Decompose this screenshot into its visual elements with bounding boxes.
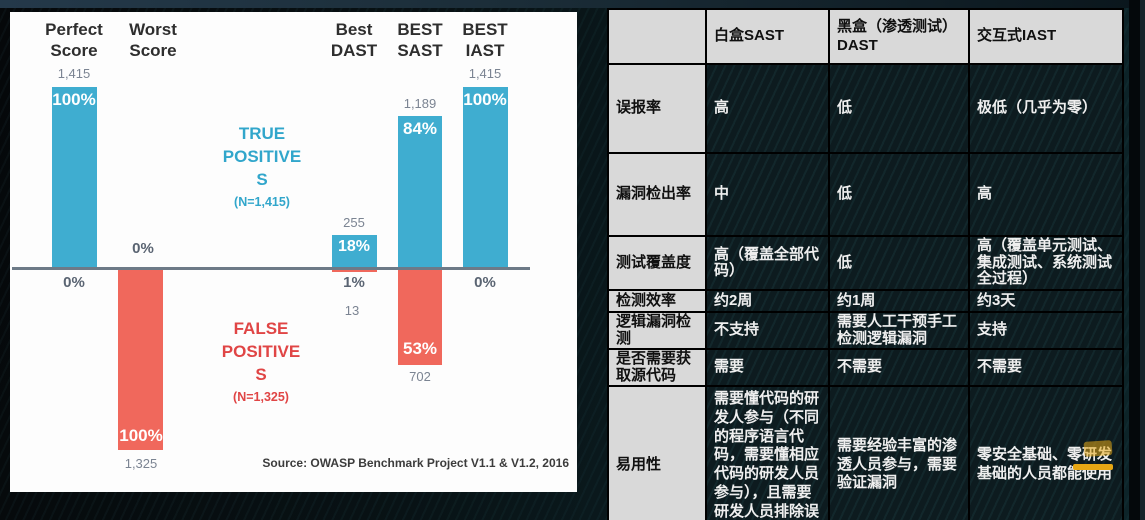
bar-false-positives-best-dast	[332, 270, 377, 272]
fp-count-worst-score: 1,325	[124, 456, 158, 471]
comparison-table: 白盒SAST 黑盒（渗透测试）DAST 交互式IAST 误报率 高 低 极低（几…	[607, 8, 1124, 520]
yellow-underline-mark	[1073, 464, 1113, 470]
cell-detection-efficiency-dast: 约1周	[828, 289, 970, 313]
bar-false-positives-worst-score	[118, 270, 163, 450]
cell-fp-rate-iast: 极低（几乎为零）	[968, 63, 1124, 154]
cell-source-code-sast: 需要	[705, 348, 830, 387]
count-label-best-sast: 1,189	[403, 96, 437, 111]
true-positives-n-label: (N=1,415)	[234, 194, 290, 209]
fp-pct-best-dast: 1%	[343, 274, 365, 291]
fp-pct-best-iast: 0%	[474, 274, 496, 291]
table-header-row: 白盒SAST 黑盒（渗透测试）DAST 交互式IAST	[607, 8, 1124, 65]
fp-count-best-dast: 13	[344, 303, 360, 318]
cell-test-coverage-iast: 高（覆盖单元测试、集成测试、系统测试全过程）	[968, 235, 1124, 291]
right-edge-light-strip	[1140, 0, 1145, 520]
bar-true-positives-best-dast	[332, 235, 377, 267]
row-label-test-coverage: 测试覆盖度	[607, 235, 707, 291]
fp-pct-perfect-score: 0%	[63, 274, 85, 291]
row-label-ease-of-use: 易用性	[607, 385, 707, 520]
right-edge-dark-strip	[1129, 0, 1140, 520]
cell-logic-vuln-sast: 不支持	[705, 311, 830, 350]
top-accent-band	[0, 0, 1145, 8]
bar-false-positives-best-sast	[398, 270, 442, 365]
cell-source-code-iast: 不需要	[968, 348, 1124, 387]
cell-detection-rate-iast: 高	[968, 152, 1124, 237]
tp-pct-perfect-score: 100%	[52, 90, 96, 109]
row-label-logic-vuln-detection: 逻辑漏洞检测	[607, 311, 707, 350]
fp-count-best-sast: 702	[409, 369, 431, 384]
table-row-source-code-required: 是否需要获取源代码 需要 不需要 不需要	[607, 348, 1124, 387]
bar-true-positives-perfect-score	[52, 87, 97, 267]
chart-column-header-perfect-score: Perfect Score	[45, 20, 103, 60]
row-label-source-code-required: 是否需要获取源代码	[607, 348, 707, 387]
cell-ease-of-use-sast: 需要懂代码的研发人参与（不同的程序语言代码，需要懂相应代码的研发人员参与），且需…	[705, 385, 830, 520]
bar-true-positives-best-iast	[463, 87, 508, 267]
count-label-perfect-score: 1,415	[57, 66, 91, 81]
cell-fp-rate-sast: 高	[705, 63, 830, 154]
table-row-logic-vuln-detection: 逻辑漏洞检测 不支持 需要人工干预手工检测逻辑漏洞 支持	[607, 311, 1124, 350]
count-label-best-dast: 255	[343, 215, 365, 230]
row-label-detection-rate: 漏洞检出率	[607, 152, 707, 237]
table-row-false-positive-rate: 误报率 高 低 极低（几乎为零）	[607, 63, 1124, 154]
bar-true-positives-best-sast	[398, 116, 442, 267]
cell-logic-vuln-dast: 需要人工干预手工检测逻辑漏洞	[828, 311, 970, 350]
cell-detection-efficiency-iast: 约3天	[968, 289, 1124, 313]
chart-source-note: Source: OWASP Benchmark Project V1.1 & V…	[262, 456, 569, 470]
false-positives-legend-text: FALSE POSITIVE S	[221, 318, 301, 384]
cell-source-code-dast: 不需要	[828, 348, 970, 387]
tp-pct-best-sast: 84%	[402, 119, 438, 138]
false-positives-n-label: (N=1,325)	[233, 389, 289, 404]
chart-column-header-best-sast: BEST SAST	[397, 20, 443, 60]
chart-column-header-best-dast: Best DAST	[330, 20, 378, 60]
row-label-false-positive-rate: 误报率	[607, 63, 707, 154]
chart-column-header-worst-score: Worst Score	[129, 20, 177, 60]
table-row-detection-rate: 漏洞检出率 中 低 高	[607, 152, 1124, 237]
yellow-highlight-scribble	[1083, 440, 1113, 457]
owasp-benchmark-chart: Perfect Score Worst Score Best DAST BEST…	[10, 12, 577, 492]
cell-test-coverage-dast: 低	[828, 235, 970, 291]
cell-detection-rate-dast: 低	[828, 152, 970, 237]
false-positives-legend: FALSE POSITIVE S (N=1,325)	[191, 295, 331, 429]
true-positives-legend-text: TRUE POSITIVE S	[222, 123, 302, 189]
count-label-best-iast: 1,415	[468, 66, 502, 81]
table-row-ease-of-use: 易用性 需要懂代码的研发人参与（不同的程序语言代码，需要懂相应代码的研发人员参与…	[607, 385, 1124, 520]
tp-pct-best-dast: 18%	[337, 238, 371, 255]
cell-test-coverage-sast: 高（覆盖全部代码）	[705, 235, 830, 291]
cell-ease-of-use-dast: 需要经验丰富的渗透人员参与，需要验证漏洞	[828, 385, 970, 520]
table-header-iast: 交互式IAST	[968, 8, 1124, 65]
true-positives-legend: TRUE POSITIVE S (N=1,415)	[192, 100, 332, 234]
tp-pct-best-iast: 100%	[463, 90, 507, 109]
x-axis-line	[12, 267, 530, 270]
fp-pct-best-sast: 53%	[402, 339, 438, 358]
fp-pct-worst-score: 100%	[119, 426, 163, 445]
chart-column-header-best-iast: BEST IAST	[462, 20, 508, 60]
table-row-detection-efficiency: 检测效率 约2周 约1周 约3天	[607, 289, 1124, 313]
cell-detection-efficiency-sast: 约2周	[705, 289, 830, 313]
tp-pct-worst-score: 0%	[132, 240, 154, 257]
table-header-dast: 黑盒（渗透测试）DAST	[828, 8, 970, 65]
table-corner-cell	[607, 8, 707, 65]
row-label-detection-efficiency: 检测效率	[607, 289, 707, 313]
cell-fp-rate-dast: 低	[828, 63, 970, 154]
table-row-test-coverage: 测试覆盖度 高（覆盖全部代码） 低 高（覆盖单元测试、集成测试、系统测试全过程）	[607, 235, 1124, 291]
cell-logic-vuln-iast: 支持	[968, 311, 1124, 350]
table-header-sast: 白盒SAST	[705, 8, 830, 65]
cell-detection-rate-sast: 中	[705, 152, 830, 237]
